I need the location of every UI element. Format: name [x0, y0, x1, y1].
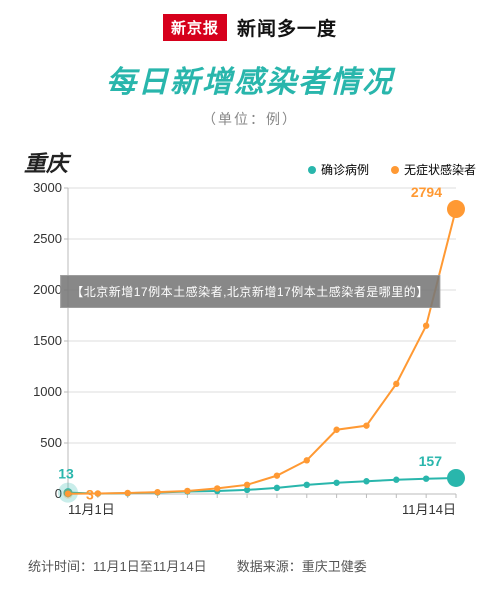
svg-text:11月1日: 11月1日	[68, 502, 115, 517]
svg-text:500: 500	[40, 435, 62, 450]
chart-svg: 05001000150020002500300011月1日11月14日13157…	[24, 178, 476, 528]
legend-label-confirmed: 确诊病例	[321, 161, 369, 178]
overlay-banner: 【北京新增17例本土感染者,北京新增17例本土感染者是哪里的】	[60, 275, 440, 308]
unit-label: （单位：例）	[0, 109, 500, 129]
data-source: 数据来源：重庆卫健委	[237, 556, 367, 575]
legend-dot-asymptomatic	[391, 166, 399, 174]
svg-text:3: 3	[86, 487, 94, 503]
svg-text:11月14日: 11月14日	[402, 502, 456, 517]
footer: 统计时间：11月1日至11月14日 数据来源：重庆卫健委	[28, 556, 476, 575]
legend-item-asymptomatic: 无症状感染者	[391, 161, 476, 178]
stat-period: 统计时间：11月1日至11月14日	[28, 556, 207, 575]
page-title: 每日新增感染者情况	[0, 57, 500, 101]
svg-text:2000: 2000	[33, 282, 62, 297]
chart: 05001000150020002500300011月1日11月14日13157…	[24, 178, 476, 528]
legend-dot-confirmed	[308, 166, 316, 174]
svg-text:157: 157	[419, 453, 443, 469]
svg-text:2500: 2500	[33, 231, 62, 246]
svg-text:3000: 3000	[33, 180, 62, 195]
brand-badge: 新京报	[163, 14, 227, 41]
brand-tagline: 新闻多一度	[237, 14, 337, 41]
city-legend-row: 重庆 确诊病例 无症状感染者	[24, 146, 476, 178]
svg-text:2794: 2794	[411, 184, 442, 200]
city-name: 重庆	[24, 146, 68, 178]
brand-row: 新京报 新闻多一度	[0, 14, 500, 41]
legend-label-asymptomatic: 无症状感染者	[404, 161, 476, 178]
svg-text:1500: 1500	[33, 333, 62, 348]
legend: 确诊病例 无症状感染者	[308, 161, 476, 178]
header: 新京报 新闻多一度 每日新增感染者情况 （单位：例）	[0, 0, 500, 129]
legend-item-confirmed: 确诊病例	[308, 161, 369, 178]
svg-text:1000: 1000	[33, 384, 62, 399]
svg-text:13: 13	[58, 466, 74, 482]
